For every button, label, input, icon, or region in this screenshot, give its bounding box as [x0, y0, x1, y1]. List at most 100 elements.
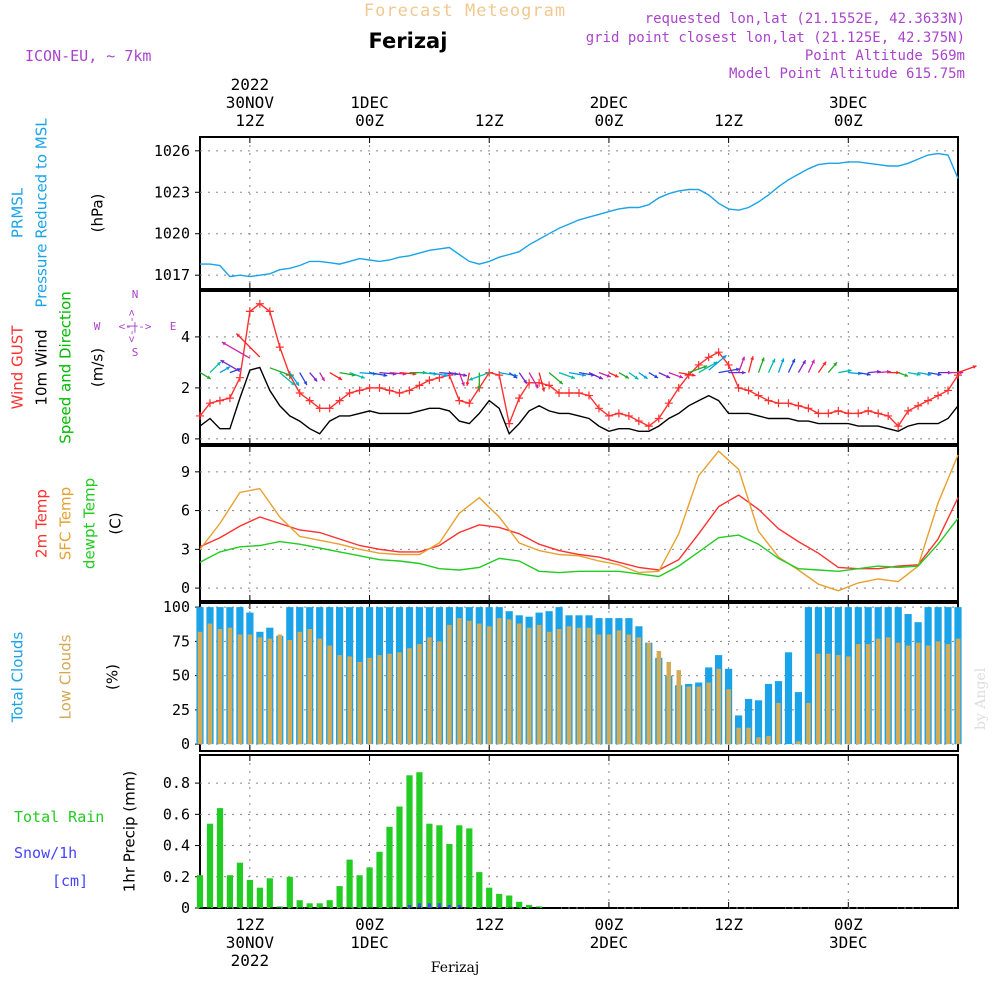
bar-low-clouds: [477, 623, 482, 745]
wind-arrow-head: [822, 361, 827, 366]
gust-marker: [934, 391, 943, 400]
series-line-sfc-temp: [199, 450, 959, 592]
bar-low-clouds: [616, 630, 622, 745]
bar-low-clouds: [437, 641, 442, 745]
bar-low-clouds: [666, 661, 671, 745]
wind-arrow-head: [444, 373, 448, 378]
wind-arrow-head: [383, 373, 388, 377]
wind-arrow: [468, 371, 490, 381]
bar-total-rain: [226, 875, 233, 908]
bar-low-clouds: [327, 645, 332, 745]
y-tick-label: 0: [181, 735, 190, 753]
bar-low-clouds: [297, 631, 302, 745]
bar-total-rain: [306, 903, 313, 908]
wind-arrow-head: [558, 380, 563, 385]
bar-low-clouds: [596, 634, 602, 745]
series-line-wind-gust: [199, 302, 959, 428]
gust-marker: [814, 409, 823, 418]
bottom-time-label: 30NOV: [226, 933, 275, 952]
bar-low-clouds: [886, 637, 891, 745]
wind-arrow: [269, 367, 294, 378]
bar-total-rain: [256, 887, 263, 908]
y-tick-label: 0: [181, 899, 190, 917]
bar-low-clouds: [417, 644, 422, 745]
footer-location: Ferizaj: [431, 960, 479, 976]
top-time-label: 3DEC: [829, 93, 868, 112]
gust-marker: [874, 409, 883, 418]
precip-legend: [cm]: [52, 872, 88, 890]
bar-low-clouds: [387, 653, 392, 745]
wind-arrow-head: [811, 359, 815, 364]
wind-arrow-head: [703, 365, 708, 369]
gust-marker: [455, 396, 464, 405]
bar-low-clouds: [237, 634, 243, 745]
wind-arrow: [220, 359, 241, 372]
wind-arrow-head: [634, 375, 639, 380]
bar-total-rain: [336, 886, 343, 908]
gust-marker: [924, 396, 933, 405]
bar-low-clouds: [656, 651, 662, 745]
gust-marker: [864, 406, 873, 415]
bar-low-clouds: [307, 629, 312, 745]
y-tick-label: 1020: [154, 225, 190, 243]
bar-low-clouds: [676, 670, 681, 745]
app-title: Forecast Meteogram: [364, 1, 566, 21]
gust-marker: [944, 386, 953, 395]
gust-marker: [804, 404, 813, 413]
gust-marker: [664, 399, 673, 408]
bar-total-rain: [326, 900, 333, 908]
y-tick-label: 0.8: [163, 774, 190, 792]
bar-low-clouds: [397, 652, 402, 745]
bar-low-clouds: [427, 637, 432, 745]
wind-arrow: [235, 333, 261, 358]
bar-total-rain: [506, 895, 513, 908]
panel-temperature: 0 3 6 9: [181, 445, 959, 602]
panel-frame: [199, 754, 959, 909]
y-tick-label: 9: [181, 463, 190, 481]
gust-marker: [594, 404, 603, 413]
bar-low-clouds: [556, 629, 562, 745]
bar-low-clouds: [816, 653, 821, 745]
bar-low-clouds: [736, 727, 741, 745]
bar-low-clouds: [536, 624, 542, 745]
gust-marker: [465, 399, 474, 408]
model-altitude: Model Point Altitude 615.75m: [729, 66, 965, 82]
wind-arrow-head: [972, 365, 977, 369]
bar-total-rain: [436, 825, 443, 908]
bar-total-rain: [266, 878, 273, 908]
wind-arrow-head: [598, 375, 603, 380]
wind-direction-arrows: [199, 333, 977, 392]
bar-low-clouds: [776, 703, 781, 745]
bar-snow-1h: [417, 903, 421, 908]
location-title: Ferizaj: [369, 29, 448, 53]
bar-low-clouds: [257, 637, 263, 745]
bar-total-rain: [486, 887, 493, 908]
wind-arrow-head: [742, 370, 746, 375]
bar-low-clouds: [915, 642, 921, 745]
gust-marker: [784, 399, 793, 408]
bar-low-clouds: [586, 627, 592, 745]
bar-low-clouds: [836, 655, 841, 745]
top-time-label: 00Z: [355, 111, 384, 130]
wind-arrow-head: [321, 377, 325, 382]
y-axis-title: dewpt Temp: [81, 478, 99, 569]
wind-arrow-head: [571, 375, 575, 379]
bar-low-clouds: [516, 623, 522, 745]
gust-marker: [275, 343, 284, 352]
compass-south: S: [132, 346, 139, 359]
gust-marker: [405, 386, 414, 395]
bar-low-clouds: [487, 626, 492, 745]
y-axis-title: PRMSL: [9, 187, 27, 238]
top-time-label: 12Z: [714, 111, 743, 130]
wind-arrow-head: [896, 370, 900, 375]
bar-low-clouds: [267, 638, 273, 745]
bar-low-clouds: [347, 656, 352, 745]
wind-arrow-head: [469, 377, 473, 381]
wind-arrow-head: [220, 360, 225, 364]
wind-arrow: [221, 341, 251, 359]
gust-marker: [245, 307, 254, 316]
gust-marker: [385, 386, 394, 395]
panel-precip: 0 0.2 0.4 0.6 0.8: [163, 754, 959, 917]
y-tick-label: 0.2: [163, 868, 190, 886]
gust-marker: [724, 360, 733, 369]
